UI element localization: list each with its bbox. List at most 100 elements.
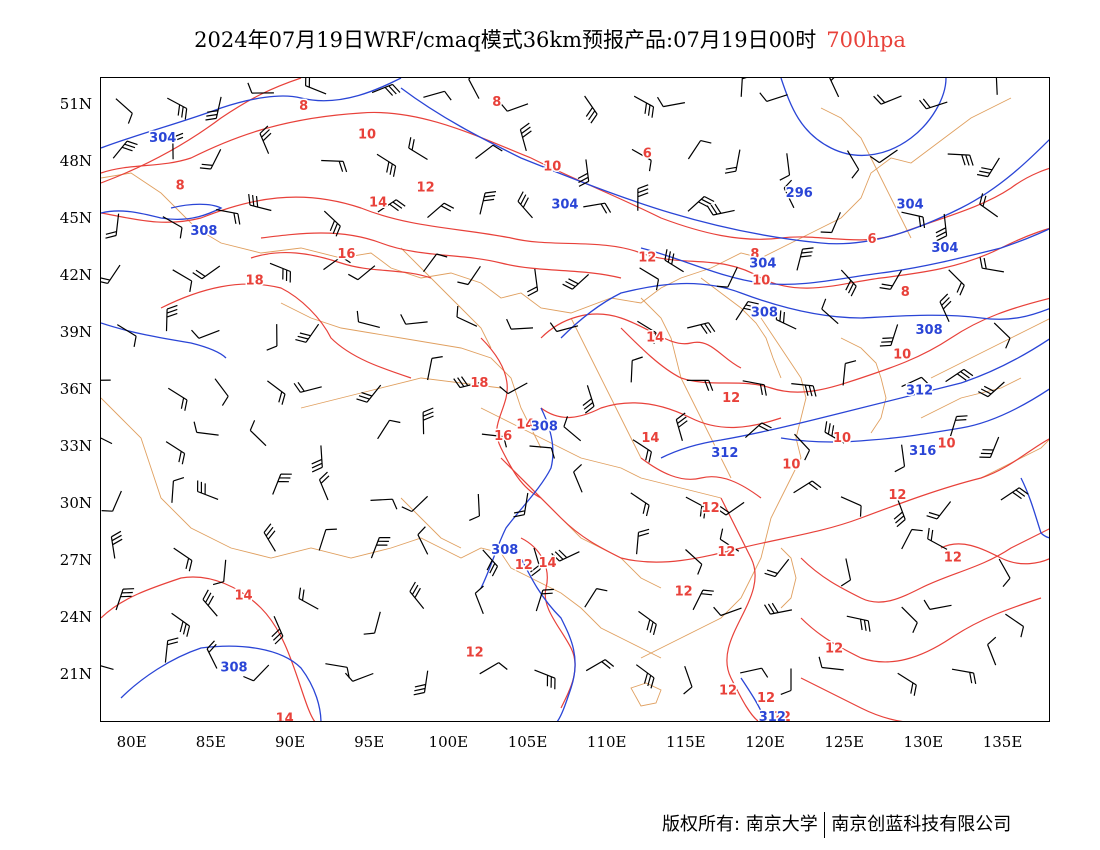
wind-barb: [631, 148, 652, 172]
longitude-tick-label: 100E: [428, 733, 469, 751]
geopotential-contour: [120, 645, 322, 721]
longitude-tick-label: 90E: [274, 733, 306, 751]
wind-barb: [167, 97, 188, 120]
wind-barb: [842, 360, 857, 386]
wind-barb: [764, 558, 790, 578]
temperature-contour-label: 14: [646, 330, 664, 345]
wind-barb: [427, 356, 443, 381]
wind-barb: [636, 528, 650, 555]
temperature-contour: [620, 297, 1049, 393]
national-border: [101, 397, 662, 659]
province-border: [400, 247, 492, 349]
latitude-tick-label: 48N: [59, 152, 92, 171]
map-panel[interactable]: 8 8 10 8 10 6 12 14 16 18 12 8 6 10 8 14 10 18 12 14 16 14 10 1…: [100, 77, 1050, 722]
temperature-contour: [250, 251, 432, 279]
wind-barb: [632, 439, 652, 463]
wind-barb: [976, 157, 1000, 178]
wind-barb: [305, 78, 327, 95]
temperature-contour-label: 12: [466, 645, 484, 660]
wind-barb: [951, 668, 977, 685]
temperature-contour-label: 12: [417, 181, 435, 196]
temperature-contour-label: 12: [717, 545, 735, 560]
wind-barb: [901, 528, 923, 550]
wind-barb: [202, 589, 218, 617]
temperature-contour: [800, 597, 1042, 663]
wind-barb: [453, 376, 482, 389]
wind-barb: [249, 420, 267, 447]
temperature-contour-label: 14: [538, 556, 556, 571]
wind-barb: [267, 380, 286, 405]
wind-barb: [205, 96, 222, 121]
geopotential-contour-label: 304: [551, 198, 578, 213]
wind-barb-layer: [101, 78, 1029, 696]
wind-barb: [167, 387, 188, 411]
wind-barb: [583, 202, 612, 214]
wind-barb: [927, 527, 948, 550]
wind-barb: [783, 179, 795, 209]
wind-barb: [527, 268, 539, 297]
chart-title: 2024年07月19日WRF/cmaq模式36km预报产品:07月19日00时 7…: [0, 24, 1100, 54]
wind-barb: [820, 212, 841, 234]
wind-barb: [191, 329, 220, 339]
province-border: [640, 297, 732, 479]
wind-barb: [829, 78, 840, 98]
wind-barb: [413, 670, 429, 696]
wind-barb: [879, 324, 899, 347]
pressure-level: 700hpa: [826, 28, 906, 52]
temperature-contour-label: 16: [337, 247, 355, 262]
wind-barb: [821, 298, 839, 325]
geopotential-contour: [560, 282, 1049, 339]
temperature-contour-label: 8: [176, 179, 185, 194]
wind-barb: [719, 528, 740, 552]
wind-barb: [293, 381, 322, 393]
wind-barb: [995, 78, 998, 95]
wind-barb: [408, 137, 428, 161]
temperature-contour: [940, 543, 1049, 565]
wind-barb: [101, 665, 114, 670]
wind-barb: [577, 159, 590, 187]
wind-barb: [457, 265, 481, 286]
wind-barb: [475, 144, 503, 159]
copyright-right: 南京创蓝科技有限公司: [831, 814, 1012, 835]
geopotential-contour: [1020, 477, 1049, 539]
wind-barb: [780, 668, 792, 695]
taiwan-outline: [780, 547, 797, 609]
wind-barb: [948, 269, 965, 296]
wind-barb: [713, 606, 742, 617]
temperature-contour-label: 8: [492, 95, 501, 110]
wind-barb: [192, 265, 221, 280]
geopotential-contour-label: 308: [220, 660, 247, 675]
wind-barb: [630, 356, 643, 383]
wind-barb: [101, 437, 113, 445]
geopotential-contour-label: 304: [749, 256, 776, 271]
wind-barb: [901, 606, 918, 633]
wind-barb: [323, 210, 341, 237]
wind-barb: [481, 433, 507, 448]
wind-barb: [377, 199, 406, 213]
longitude-tick-label: 130E: [903, 733, 944, 751]
wind-barb: [269, 262, 291, 283]
wind-barb: [685, 496, 706, 519]
temperature-contour-label: 12: [825, 642, 843, 657]
wind-barb: [998, 558, 1011, 587]
geopotential-contour: [101, 78, 402, 149]
wind-barb: [513, 492, 529, 518]
wind-barb: [534, 669, 556, 690]
wind-barb: [112, 140, 138, 159]
temperature-contour-label: 12: [888, 488, 906, 503]
wind-barb: [949, 415, 968, 438]
wind-barb: [247, 82, 274, 94]
temperature-contour: [800, 677, 904, 721]
wind-barb: [116, 324, 137, 348]
wind-barb: [945, 368, 974, 383]
temperature-contour-label: 8: [750, 247, 759, 262]
wind-barb: [724, 149, 741, 174]
temperature-contour-label: 10: [893, 347, 911, 362]
wind-barb: [840, 269, 857, 297]
temperature-contour: [800, 528, 1049, 603]
wind-barb: [926, 501, 952, 520]
weather-map[interactable]: 8 8 10 8 10 6 12 14 16 18 12 8 6 10 8 14 10 18 12 14 16 14 10 1…: [101, 78, 1050, 722]
wind-barb: [1000, 487, 1029, 501]
wind-barb: [791, 383, 817, 397]
temperature-contour-label: 6: [868, 232, 877, 247]
